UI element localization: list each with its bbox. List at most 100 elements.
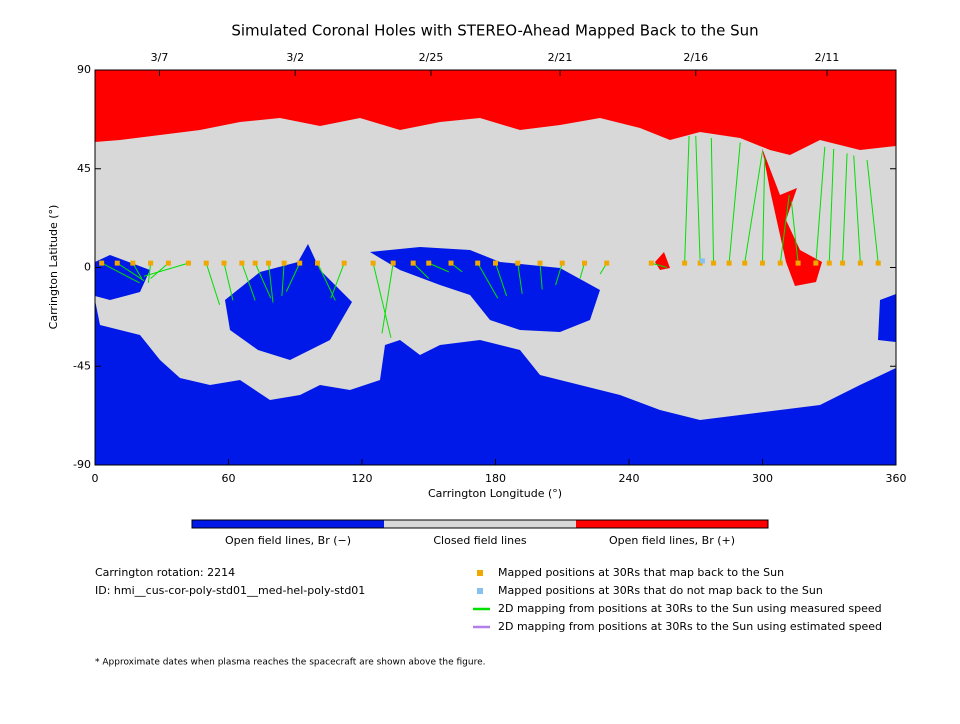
- mapped-point: [648, 260, 654, 266]
- mapped-point: [203, 260, 209, 266]
- mapped-point: [742, 260, 748, 266]
- mapped-point: [426, 260, 432, 266]
- mapping-line: [285, 262, 301, 292]
- mapping-line: [710, 138, 715, 264]
- mapping-line: [132, 262, 143, 279]
- mapped-point: [114, 260, 120, 266]
- mapped-point: [857, 260, 863, 266]
- mapped-point: [875, 260, 881, 266]
- mapping-line: [728, 142, 741, 264]
- y-axis-label: Carrington Latitude (°): [47, 205, 60, 330]
- x-tick-label: 0: [92, 472, 99, 485]
- mapped-point: [370, 260, 376, 266]
- mapping-line: [223, 262, 234, 301]
- mapping-line: [695, 135, 701, 264]
- mapped-point: [315, 260, 320, 266]
- legend-label: Mapped positions at 30Rs that map back t…: [498, 566, 784, 579]
- x-axis-label: Carrington Longitude (°): [428, 487, 562, 500]
- colorbar-frame: [191, 519, 769, 529]
- info-text: Carrington rotation: 2214: [95, 566, 235, 579]
- mapped-point: [760, 260, 765, 266]
- mapped-point: [777, 260, 783, 266]
- mapping-line: [268, 263, 274, 303]
- mapping-line: [828, 148, 835, 264]
- mapping-line: [842, 153, 848, 264]
- legend-marker: [477, 570, 483, 576]
- colorbar-segment: [576, 520, 768, 528]
- mapping-line: [495, 262, 508, 297]
- mapped-point: [221, 260, 227, 266]
- legend-label: 2D mapping from positions at 30Rs to the…: [498, 602, 882, 615]
- top-tick-label: 2/16: [683, 51, 708, 64]
- mapped-point: [165, 260, 171, 266]
- mapping-line: [651, 262, 667, 268]
- mapped-point: [711, 260, 717, 266]
- mapping-line: [853, 155, 861, 264]
- negative-hole: [95, 300, 896, 465]
- mapping-line: [779, 195, 790, 264]
- chart-title: Simulated Coronal Holes with STEREO-Ahea…: [231, 22, 758, 40]
- mapped-point: [826, 260, 832, 266]
- mapped-point: [604, 260, 610, 266]
- mapping-line: [412, 262, 430, 279]
- footnote: * Approximate dates when plasma reaches …: [95, 658, 486, 668]
- info-text: ID: hmi__cus-cor-poly-std01__med-hel-pol…: [95, 584, 365, 597]
- unmapped-point: [699, 258, 705, 264]
- mapping-line: [866, 159, 879, 264]
- colorbar-label: Open field lines, Br (+): [609, 534, 735, 547]
- mapping-line: [150, 262, 169, 279]
- mapped-point: [813, 260, 819, 266]
- legend-marker: [477, 588, 483, 594]
- mapped-point: [726, 260, 732, 266]
- y-tick-label: 0: [84, 261, 91, 274]
- mapped-point: [239, 260, 245, 266]
- colorbar-segment: [384, 520, 576, 528]
- mapping-line: [241, 262, 256, 301]
- mapping-line: [428, 262, 449, 273]
- mapped-point: [537, 260, 543, 266]
- mapping-line: [381, 263, 394, 334]
- mapped-point: [148, 260, 154, 266]
- mapped-point: [448, 260, 454, 266]
- colorbar-label: Closed field lines: [433, 534, 527, 547]
- mapping-line: [517, 263, 523, 294]
- y-tick-label: -45: [73, 359, 91, 372]
- mapping-line: [281, 263, 285, 297]
- x-tick-label: 300: [752, 472, 773, 485]
- legend-label: 2D mapping from positions at 30Rs to the…: [498, 620, 882, 633]
- mapping-line: [372, 262, 392, 338]
- mapped-point: [297, 260, 303, 266]
- mapping-line: [116, 262, 145, 282]
- x-tick-label: 180: [485, 472, 506, 485]
- mapped-point: [410, 260, 416, 266]
- mapping-line: [477, 262, 499, 299]
- colorbar-segment: [192, 520, 384, 528]
- mapped-point: [475, 260, 481, 266]
- y-tick-label: 45: [77, 162, 91, 175]
- mapping-line: [254, 262, 272, 299]
- mapping-line: [762, 157, 766, 264]
- mapped-point: [130, 260, 136, 266]
- x-tick-label: 360: [886, 472, 907, 485]
- map: [95, 70, 896, 465]
- y-tick-label: 90: [77, 63, 91, 76]
- mapping-line: [101, 262, 140, 284]
- x-tick-label: 60: [222, 472, 236, 485]
- mapped-point: [559, 260, 565, 266]
- mapped-point: [582, 260, 587, 266]
- mapped-point: [795, 260, 801, 266]
- mapping-line: [684, 135, 690, 264]
- mapped-point: [281, 260, 287, 266]
- top-tick-label: 2/11: [815, 51, 840, 64]
- mapping-line: [579, 262, 585, 279]
- mapping-line: [147, 263, 152, 283]
- mapped-point: [493, 260, 498, 266]
- y-tick-label: -90: [73, 458, 91, 471]
- mapping-line: [330, 262, 345, 299]
- colorbar-label: Open field lines, Br (−): [225, 534, 351, 547]
- top-tick-label: 3/2: [286, 51, 304, 64]
- mapping-line: [815, 146, 826, 264]
- top-tick-label: 3/7: [151, 51, 169, 64]
- top-tick-label: 2/21: [548, 51, 573, 64]
